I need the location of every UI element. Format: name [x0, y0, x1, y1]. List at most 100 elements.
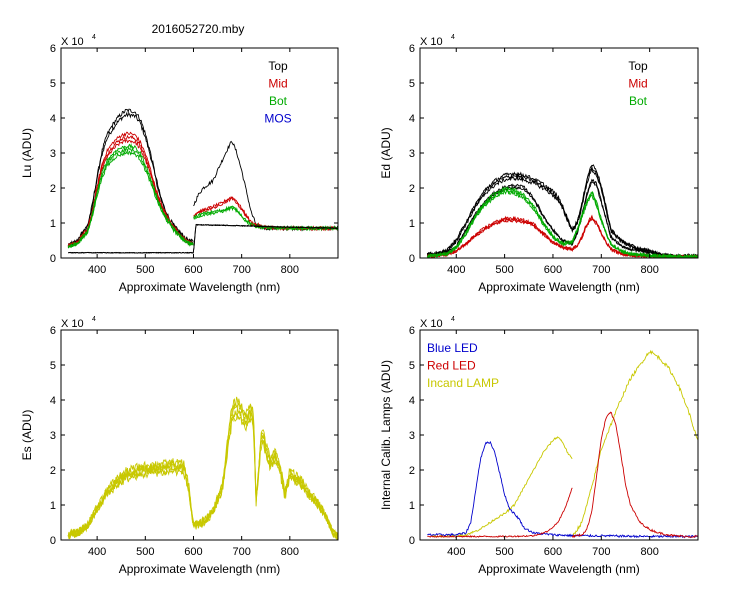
- lamps-legend-item: Incand LAMP: [427, 376, 499, 390]
- es-ytick-label: 5: [50, 360, 56, 372]
- es-ytick-label: 6: [50, 325, 56, 337]
- lu-ytick-label: 0: [50, 253, 56, 265]
- lu-series-4-line-1: [67, 147, 194, 249]
- es-ylabel: Es (ADU): [20, 410, 34, 461]
- lamps-legend-item: Blue LED: [427, 341, 478, 355]
- ed-exponent-label: X 10: [420, 36, 443, 48]
- es-plot-frame: [60, 329, 339, 541]
- es-xtick-label: 700: [232, 546, 250, 558]
- lu-ytick-label: 3: [50, 148, 56, 160]
- lu-series-4-line-2: [67, 142, 194, 248]
- lu-xtick-label: 500: [136, 264, 154, 276]
- lu-xtick-label: 800: [281, 264, 299, 276]
- lamps-exponent-sup: 4: [451, 316, 455, 323]
- lu-series-group: [67, 108, 338, 254]
- lamps-xtick-label: 400: [447, 546, 465, 558]
- lu-series-1-line-0: [193, 140, 338, 232]
- lamps-xtick-label: 800: [640, 546, 658, 558]
- es-exponent-sup: 4: [92, 316, 96, 323]
- ed-xlabel: Approximate Wavelength (nm): [478, 280, 640, 294]
- ed-legend-item: Top: [628, 59, 648, 73]
- ed-ytick-label: 0: [409, 253, 415, 265]
- lu-ytick-label: 1: [50, 218, 56, 230]
- lu-ytick-label: 4: [50, 113, 56, 125]
- lamps-ytick-label: 4: [409, 395, 415, 407]
- lu-chart: 0 1 2 3 4 5 6 400 500 600 700 800 X 10 4 Approximate W…: [20, 34, 339, 294]
- ed-xtick-label: 500: [495, 264, 513, 276]
- ed-xtick-label: 800: [640, 264, 658, 276]
- figure-title: 2016052720.mby: [152, 22, 245, 36]
- lu-legend-item: MOS: [264, 112, 291, 126]
- ed-ytick-label: 4: [409, 113, 415, 125]
- ed-exponent-sup: 4: [451, 34, 455, 41]
- lu-legend-item: Mid: [268, 77, 287, 91]
- lu-ytick-label: 5: [50, 78, 56, 90]
- lu-series-6-line-1: [68, 223, 338, 254]
- lamps-ytick-label: 0: [409, 535, 415, 547]
- ed-ylabel: Ed (ADU): [379, 127, 393, 178]
- ed-xtick-label: 400: [447, 264, 465, 276]
- lu-legend-item: Top: [268, 59, 288, 73]
- lamps-ytick-label: 1: [409, 500, 415, 512]
- lamps-legend: Blue LED Red LED Incand LAMP: [427, 341, 499, 390]
- lamps-xtick-label: 600: [544, 546, 562, 558]
- ed-xtick-label: 600: [544, 264, 562, 276]
- lamps-ylabel: Internal Calib. Lamps (ADU): [379, 360, 393, 510]
- lamps-chart: 0 1 2 3 4 5 6 400 500 600 700 800 X 10 4 Approximate W…: [379, 316, 699, 576]
- es-xlabel: Approximate Wavelength (nm): [119, 562, 281, 576]
- ed-ytick-label: 2: [409, 183, 415, 195]
- lamps-xtick-label: 500: [495, 546, 513, 558]
- lamps-series-4-line-0: [571, 411, 698, 539]
- lamps-ytick-label: 2: [409, 465, 415, 477]
- lamps-xlabel: Approximate Wavelength (nm): [478, 562, 640, 576]
- ed-ytick-label: 3: [409, 148, 415, 160]
- es-ytick-label: 2: [50, 465, 56, 477]
- lu-ytick-label: 2: [50, 183, 56, 195]
- ed-series-0-line-2: [426, 164, 698, 258]
- es-xtick-label: 600: [184, 546, 202, 558]
- ed-chart: 0 1 2 3 4 5 6 400 500 600 700 800 X 10 4 Approximate W…: [379, 34, 699, 294]
- es-xtick-label: 400: [88, 546, 106, 558]
- ed-series-3-line-2: [427, 186, 698, 258]
- lu-legend: Top Mid Bot MOS: [264, 59, 291, 126]
- es-exponent-label: X 10: [61, 318, 84, 330]
- es-ytick-label: 1: [50, 500, 56, 512]
- lu-ylabel: Lu (ADU): [20, 128, 34, 178]
- ed-legend-item: Mid: [628, 77, 647, 91]
- es-ytick-label: 4: [50, 395, 56, 407]
- lamps-ytick-label: 6: [409, 325, 415, 337]
- lamps-xtick-label: 700: [592, 546, 610, 558]
- lamps-series-group: [427, 349, 698, 539]
- ed-ytick-label: 5: [409, 78, 415, 90]
- ed-series-1-line-1: [426, 178, 698, 258]
- es-ytick-label: 0: [50, 535, 56, 547]
- lu-ytick-label: 6: [50, 43, 56, 55]
- lamps-series-1-line-0: [572, 349, 698, 538]
- lu-xtick-label: 400: [88, 264, 106, 276]
- lu-xtick-label: 600: [184, 264, 202, 276]
- lu-xlabel: Approximate Wavelength (nm): [119, 280, 281, 294]
- es-xtick-label: 800: [281, 546, 299, 558]
- es-ytick-label: 3: [50, 430, 56, 442]
- lamps-legend-item: Red LED: [427, 359, 476, 373]
- ed-series-group: [426, 164, 698, 258]
- lu-xtick-label: 700: [232, 264, 250, 276]
- lamps-series-0-line-0: [432, 436, 573, 539]
- es-xtick-label: 500: [136, 546, 154, 558]
- lu-legend-item: Bot: [269, 94, 288, 108]
- ed-ytick-label: 6: [409, 43, 415, 55]
- lu-exponent-sup: 4: [92, 34, 96, 41]
- lu-series-0-line-1: [67, 108, 194, 247]
- lamps-ytick-label: 5: [409, 360, 415, 372]
- ed-plot-frame: [419, 47, 699, 259]
- ed-xtick-label: 700: [592, 264, 610, 276]
- es-chart: 0 1 2 3 4 5 6 400 500 600 700 800 X 10 4 Approximate W…: [20, 316, 339, 576]
- ed-legend-item: Bot: [629, 94, 648, 108]
- lamps-series-2-line-0: [427, 440, 698, 539]
- es-series-group: [67, 396, 338, 540]
- lu-exponent-label: X 10: [61, 36, 84, 48]
- es-series-0-line-2: [67, 403, 338, 540]
- lamps-series-3-line-0: [427, 487, 573, 538]
- lamps-ytick-label: 3: [409, 430, 415, 442]
